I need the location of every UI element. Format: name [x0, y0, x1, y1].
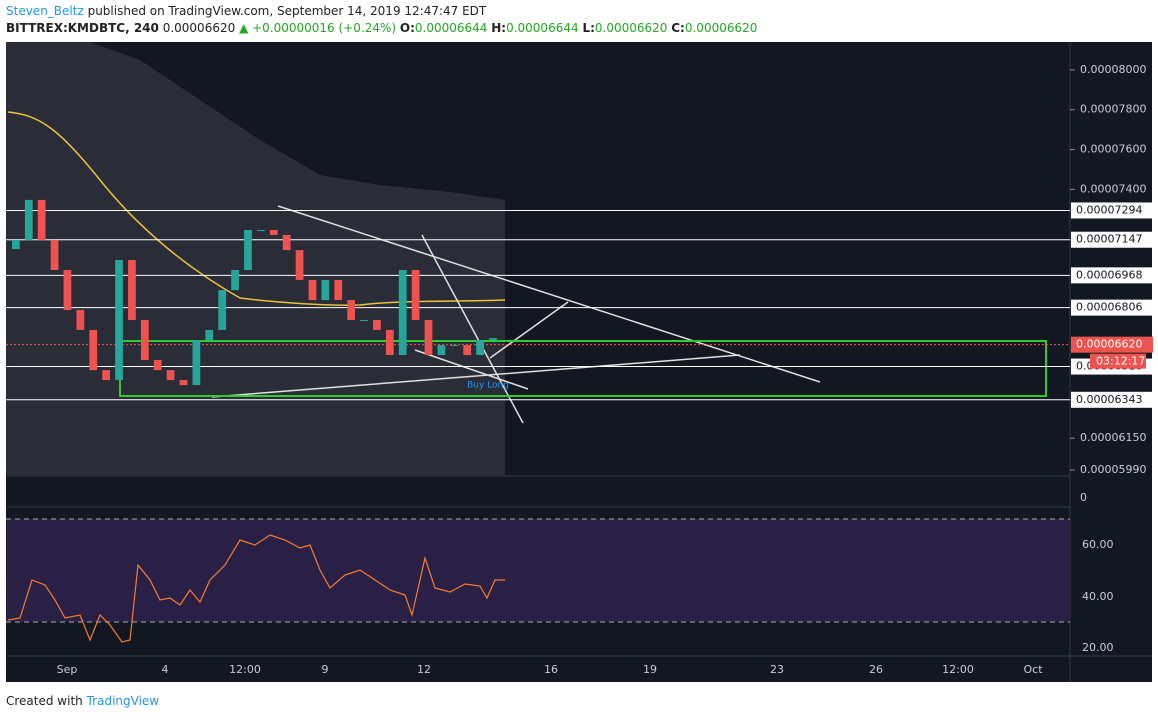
last: 0.00006620	[162, 21, 236, 35]
header: Steven_Beltz published on TradingView.co…	[6, 3, 757, 37]
candle	[244, 229, 252, 270]
x-tick-label: 12	[417, 663, 431, 676]
o-label: O:	[399, 21, 415, 35]
candle	[63, 270, 72, 311]
level-label: 0.00007294	[1076, 203, 1142, 216]
rsi-tick-label: 60.00	[1082, 538, 1114, 551]
last-price-label: 0.00006620	[1076, 338, 1142, 351]
x-tick-label: 23	[770, 663, 784, 676]
level-badge	[1071, 267, 1153, 284]
level-badge	[1071, 202, 1153, 219]
candle	[411, 270, 420, 320]
candle	[308, 279, 317, 301]
y-tick-label: 0.00008000	[1080, 63, 1146, 76]
candle	[218, 290, 227, 330]
o: 0.00006644	[414, 21, 488, 35]
candle	[102, 370, 110, 381]
level-label: 0.00006806	[1076, 301, 1142, 314]
candle	[205, 329, 214, 341]
level-label: 0.00006968	[1076, 268, 1142, 281]
candle	[282, 234, 291, 251]
x-tick-label: 26	[869, 663, 883, 676]
candle	[463, 345, 472, 356]
published: published on TradingView.com, September …	[87, 4, 487, 18]
candle	[295, 250, 304, 280]
candle	[398, 270, 407, 356]
candle	[437, 345, 446, 356]
candle	[257, 229, 265, 231]
rsi-band	[6, 519, 1070, 622]
candle	[140, 319, 149, 360]
candle	[192, 340, 201, 386]
candle	[50, 239, 59, 270]
change: ▲ +0.00000016 (+0.24%)	[239, 21, 397, 35]
level-label: 0.00007147	[1076, 233, 1142, 246]
candle	[231, 270, 239, 291]
level-badge	[1071, 391, 1153, 408]
candle	[424, 319, 433, 356]
x-tick-label: 4	[162, 663, 169, 676]
h: 0.00006644	[506, 21, 579, 35]
l: 0.00006620	[594, 21, 668, 35]
rsi-tick-label: 40.00	[1082, 590, 1114, 603]
candle	[269, 229, 278, 235]
y-tick-label: 0.00005990	[1080, 463, 1146, 476]
level-badge	[1071, 231, 1153, 248]
candle	[334, 279, 343, 301]
countdown-badge	[1090, 353, 1146, 369]
author[interactable]: Steven_Beltz	[6, 4, 84, 18]
candle	[179, 380, 188, 386]
candle	[347, 300, 355, 320]
candle	[476, 340, 484, 356]
candle	[166, 370, 175, 381]
y-tick-label: 0.00007800	[1080, 103, 1146, 116]
candle	[385, 329, 394, 356]
candle	[37, 199, 46, 240]
candle	[321, 279, 330, 301]
candle	[12, 239, 20, 250]
c: 0.00006620	[684, 21, 758, 35]
symbol: BITTREX:KMDBTC, 240	[6, 21, 159, 35]
trendlines	[211, 205, 821, 424]
annotation: Buy Long	[467, 381, 509, 391]
level-badge	[1071, 299, 1153, 316]
x-tick-label: 16	[544, 663, 558, 676]
x-tick-label: 12:00	[942, 663, 974, 676]
y-tick-label: 0.00006150	[1080, 431, 1146, 444]
candle	[115, 260, 123, 381]
x-tick-label: 19	[643, 663, 657, 676]
candle	[373, 319, 381, 330]
x-tick-label: 9	[322, 663, 329, 676]
volume-label: 0	[1080, 491, 1087, 504]
candle	[89, 329, 98, 371]
candle	[360, 319, 368, 321]
h-label: H:	[491, 21, 507, 35]
candle	[489, 338, 497, 341]
rsi-line	[7, 534, 505, 643]
price-badge	[1071, 336, 1153, 353]
y-tick-label: 0.00007600	[1080, 143, 1146, 156]
created: Created with	[6, 694, 83, 708]
level-label: 0.00006343	[1076, 393, 1142, 406]
l-label: L:	[582, 21, 595, 35]
x-tick-label: 12:00	[229, 663, 261, 676]
chart: Buy Long 0.00008000 0.00007800 0.00007600 0…	[6, 42, 1153, 682]
countdown: 03:12:17	[1096, 355, 1145, 368]
y-tick-label: 0.00007400	[1080, 182, 1146, 195]
x-tick-label: Sep	[57, 663, 78, 676]
rsi-tick-label: 20.00	[1082, 641, 1114, 654]
brand[interactable]: TradingView	[86, 694, 160, 708]
x-tick-label: Oct	[1023, 663, 1043, 676]
candle	[24, 199, 33, 240]
candle	[128, 260, 136, 320]
candle	[76, 310, 85, 330]
candle	[153, 359, 162, 371]
c-label: C:	[671, 21, 685, 35]
candle	[450, 345, 459, 347]
footer: Created with TradingView	[6, 694, 159, 708]
